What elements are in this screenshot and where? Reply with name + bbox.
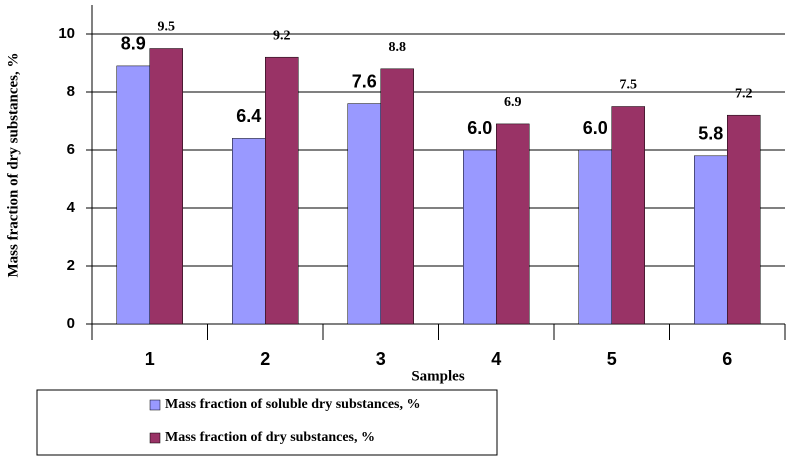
value-label: 6.0 <box>467 118 492 138</box>
bar <box>149 48 183 325</box>
value-label: 8.9 <box>121 34 146 54</box>
value-label: 9.2 <box>273 28 291 43</box>
x-tick-label: 1 <box>145 349 155 369</box>
value-label: 6.0 <box>583 118 608 138</box>
bar <box>727 114 761 325</box>
x-axis-label: Samples <box>411 368 465 384</box>
value-label: 7.6 <box>352 71 377 91</box>
bar <box>347 103 381 325</box>
y-tick-label: 8 <box>67 83 75 100</box>
x-tick-label: 2 <box>260 349 270 369</box>
bar <box>496 123 530 325</box>
bar <box>116 65 150 325</box>
value-label: 7.5 <box>620 78 638 93</box>
value-label: 6.4 <box>236 106 261 126</box>
bar <box>578 149 612 325</box>
bar <box>265 56 299 325</box>
value-label: 7.2 <box>735 86 753 101</box>
bar <box>611 106 645 325</box>
x-tick-label: 6 <box>722 349 732 369</box>
legend-swatch <box>149 432 161 444</box>
y-tick-label: 4 <box>67 199 76 216</box>
value-label: 5.8 <box>698 124 723 144</box>
y-tick-label: 10 <box>58 25 75 42</box>
x-tick-label: 5 <box>607 349 617 369</box>
bar <box>380 68 414 325</box>
legend-box <box>36 389 498 456</box>
bar <box>232 138 266 325</box>
y-tick-label: 0 <box>67 315 75 332</box>
y-tick-label: 6 <box>67 141 75 158</box>
x-tick-label: 3 <box>376 349 386 369</box>
value-label: 9.5 <box>158 20 176 35</box>
bar <box>463 149 497 325</box>
legend-swatch <box>149 399 161 411</box>
legend-label: Mass fraction of soluble dry substances,… <box>165 397 421 412</box>
value-label: 8.8 <box>389 40 407 55</box>
x-tick-label: 4 <box>491 349 501 369</box>
y-axis-label: Mass fraction of dry substances, % <box>5 53 21 278</box>
legend-label: Mass fraction of dry substances, % <box>165 430 375 445</box>
value-label: 6.9 <box>504 95 522 110</box>
y-tick-label: 2 <box>67 257 75 274</box>
bar <box>694 155 728 325</box>
